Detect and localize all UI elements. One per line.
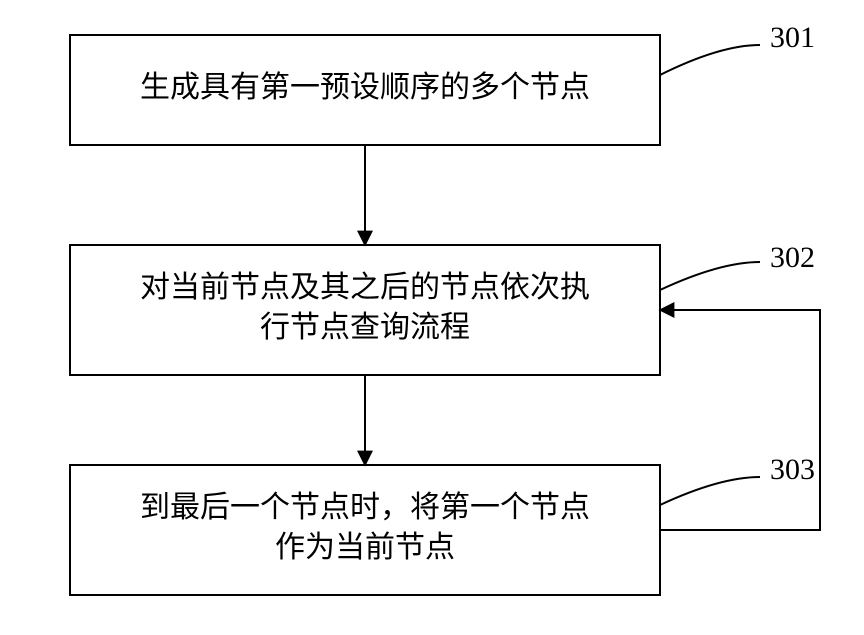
step-text: 作为当前节点 — [275, 531, 455, 564]
label-leader — [660, 45, 760, 75]
flow-step-b3: 到最后一个节点时，将第一个节点作为当前节点 — [70, 465, 660, 595]
step-text: 生成具有第一预设顺序的多个节点 — [140, 71, 590, 104]
step-number-label: 302 — [770, 241, 815, 274]
label-leader — [660, 262, 760, 290]
step-text: 行节点查询流程 — [260, 311, 470, 344]
flow-step-b2: 对当前节点及其之后的节点依次执行节点查询流程 — [70, 245, 660, 375]
step-number-label: 303 — [770, 453, 815, 486]
label-leader — [660, 477, 760, 505]
step-text: 对当前节点及其之后的节点依次执 — [140, 271, 590, 304]
flow-step-b1: 生成具有第一预设顺序的多个节点 — [70, 35, 660, 145]
loopback-arrow — [660, 310, 820, 530]
step-number-label: 301 — [770, 21, 815, 54]
step-text: 到最后一个节点时，将第一个节点 — [140, 491, 590, 524]
